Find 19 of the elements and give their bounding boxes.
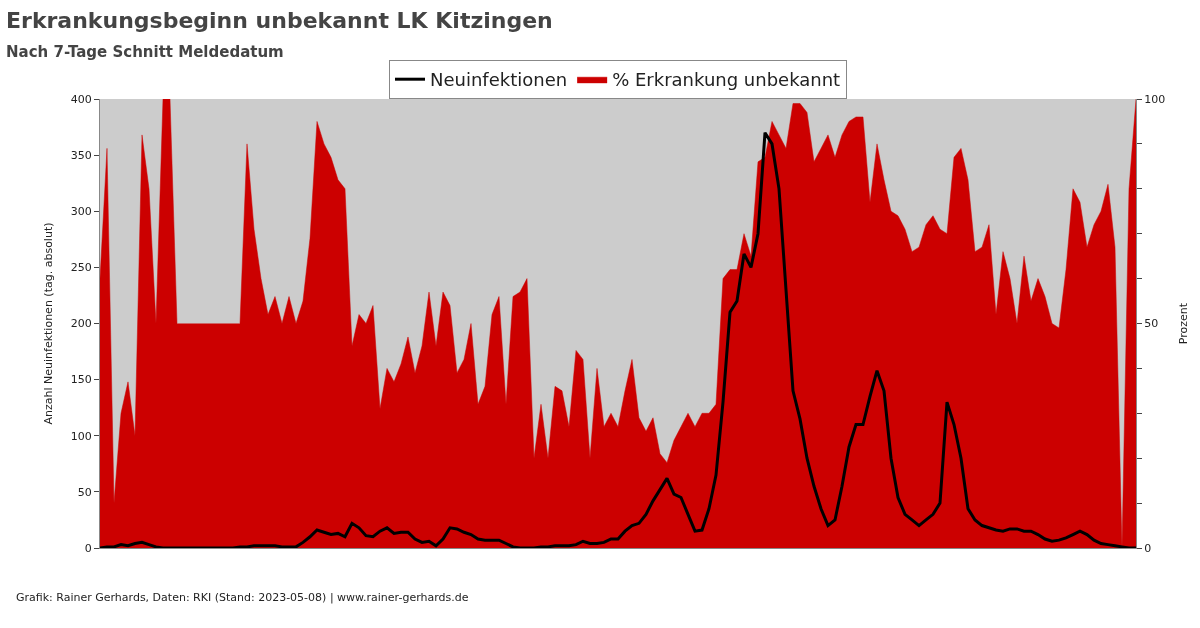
y-tick-label: 50 [77, 485, 92, 499]
legend-label: Neuinfektionen [430, 69, 568, 91]
chart-subtitle: Nach 7-Tage Schnitt Meldedatum [6, 42, 284, 61]
legend-label: % Erkrankung unbekannt [612, 69, 841, 91]
y-tick-label: 150 [70, 373, 92, 387]
y2-axis-title: Prozent [1177, 302, 1191, 345]
chart-title: Erkrankungsbeginn unbekannt LK Kitzingen [6, 8, 553, 34]
y-tick-label: 100 [70, 429, 92, 443]
y-tick-label: 200 [70, 317, 92, 331]
y-tick-label: 400 [70, 92, 92, 106]
y-tick-label: 300 [70, 205, 92, 219]
y-tick-label: 0 [84, 541, 92, 555]
y2-tick-label: 0 [1144, 541, 1152, 555]
y-axis-title: Anzahl Neuinfektionen (tag. absolut) [42, 222, 56, 425]
y-tick-label: 350 [70, 148, 92, 162]
y2-tick-label: 50 [1144, 317, 1159, 331]
y-tick-label: 250 [70, 261, 92, 275]
y2-tick-label: 100 [1144, 92, 1166, 106]
text: Grafik: Rainer Gerhards, Daten: RKI (Stand: 2023-05-08) | www.rainer-gerhards.de [16, 591, 469, 604]
